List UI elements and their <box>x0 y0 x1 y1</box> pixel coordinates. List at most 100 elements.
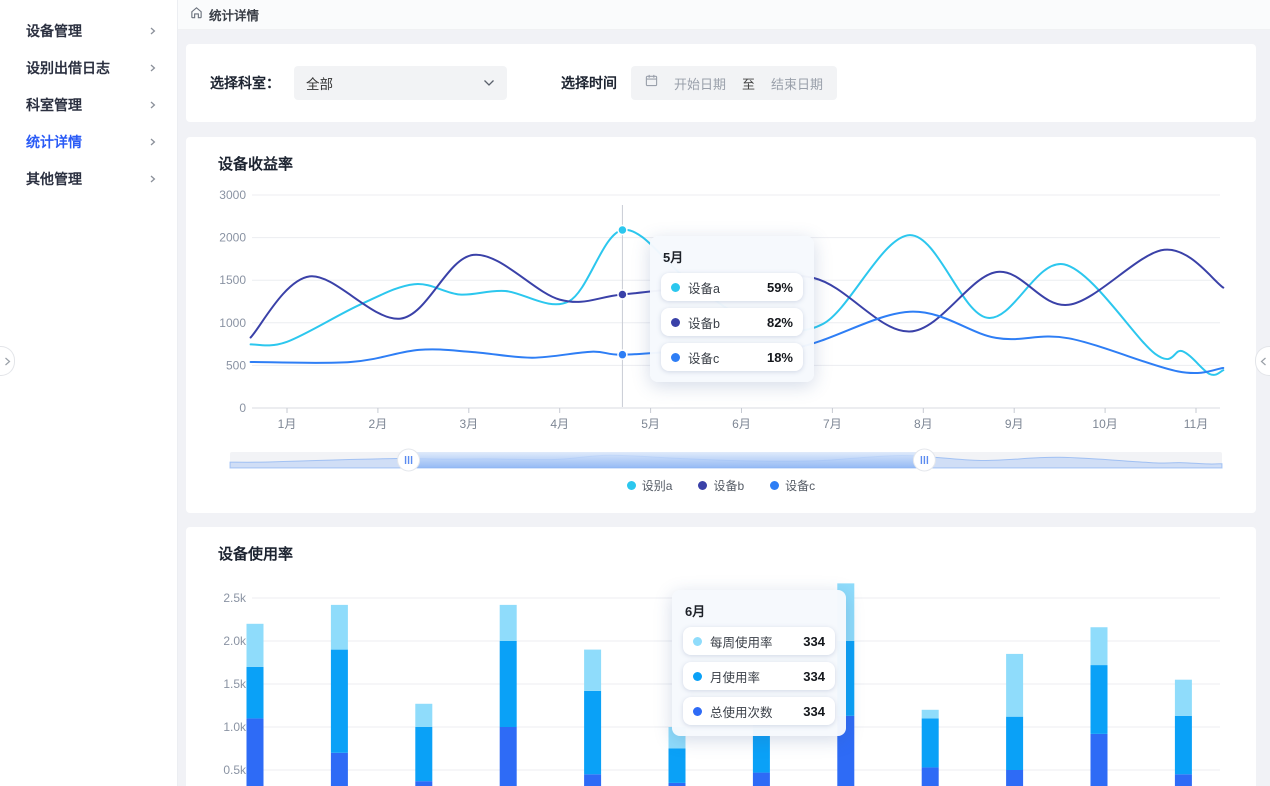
chevron-right-icon <box>150 27 156 34</box>
series-name: 月使用率 <box>710 670 761 685</box>
bar-segment[interactable] <box>415 703 433 727</box>
tooltip-title: 5月 <box>663 250 684 265</box>
bar-segment[interactable] <box>668 782 686 786</box>
legend-dot-icon <box>626 481 636 490</box>
bar-segment[interactable] <box>330 604 348 650</box>
bar-segment[interactable] <box>752 729 770 773</box>
legend-label: 设备b <box>713 479 745 493</box>
date-range-separator: 至 <box>742 76 756 92</box>
sidebar-menu: 设备管理 设别出借日志 科室管理 统计详情 其他管理 <box>0 12 177 197</box>
sidebar-item-label: 其他管理 <box>26 170 82 187</box>
revenue-chart-panel: 设备收益率 3000 2000 1500 1000 500 0 1月 2月 3月 4月 5月 6月 7月… <box>186 137 1256 513</box>
svg-text:0: 0 <box>239 401 246 415</box>
series-value: 334 <box>803 633 825 649</box>
svg-text:1.5k: 1.5k <box>223 677 247 691</box>
usage-chart-panel: 设备使用率 2.5k 2.0k 1.5k 1.0k 0.5k 6月 每周使用率 334 … <box>186 527 1256 786</box>
chevron-right-icon <box>150 175 156 182</box>
main-area: 统计详情 选择科室： 全部 选择时间 开始日期 至 结束日期 <box>178 0 1270 786</box>
series-dot-icon <box>693 671 702 681</box>
start-date-input[interactable]: 开始日期 <box>674 76 727 92</box>
series-value: 334 <box>803 668 825 684</box>
bar-segment[interactable] <box>584 774 602 786</box>
svg-text:7月: 7月 <box>823 417 842 431</box>
series-value: 18% <box>766 349 793 365</box>
end-date-input[interactable]: 结束日期 <box>771 76 824 92</box>
sidebar-item-3[interactable]: 统计详情 <box>0 123 177 160</box>
tooltip-row: 月使用率 334 <box>683 662 835 690</box>
bar-segment[interactable] <box>1006 653 1024 717</box>
bar-segment[interactable] <box>1174 679 1192 716</box>
svg-text:500: 500 <box>226 358 246 372</box>
series-name: 设备b <box>688 316 720 331</box>
legend-item-0[interactable]: 设别a <box>626 477 672 494</box>
sidebar-item-4[interactable]: 其他管理 <box>0 160 177 197</box>
series-value: 334 <box>803 703 825 719</box>
series-dot-icon <box>671 282 680 292</box>
svg-text:0.5k: 0.5k <box>223 763 247 777</box>
bar-segment[interactable] <box>921 709 939 719</box>
bar-segment[interactable] <box>246 666 264 719</box>
bar-segment[interactable] <box>1090 627 1108 666</box>
date-range-picker[interactable]: 开始日期 至 结束日期 <box>631 66 838 100</box>
sidebar-item-label: 科室管理 <box>26 96 82 113</box>
filter-panel: 选择科室： 全部 选择时间 开始日期 至 结束日期 <box>186 44 1256 122</box>
svg-text:9月: 9月 <box>1005 417 1024 431</box>
svg-text:2.5k: 2.5k <box>223 591 247 605</box>
bar-segment[interactable] <box>415 727 433 782</box>
chevron-right-icon <box>150 64 156 71</box>
bar-segment[interactable] <box>584 649 602 691</box>
bar-segment[interactable] <box>499 641 517 727</box>
bar-segment[interactable] <box>1006 716 1024 770</box>
sidebar-item-2[interactable]: 科室管理 <box>0 86 177 123</box>
series-dot-icon <box>693 706 702 716</box>
legend-item-1[interactable]: 设备b <box>698 477 744 494</box>
bar-segment[interactable] <box>1006 770 1024 786</box>
tooltip-row: 总使用次数 334 <box>683 697 835 725</box>
datazoom-handle-right[interactable] <box>912 448 936 472</box>
chevron-down-icon <box>483 74 495 92</box>
series-name: 总使用次数 <box>710 705 773 720</box>
bar-segment[interactable] <box>330 649 348 753</box>
series-name: 设备a <box>688 281 720 296</box>
sidebar-item-1[interactable]: 设别出借日志 <box>0 49 177 86</box>
svg-text:8月: 8月 <box>914 417 933 431</box>
bar-segment[interactable] <box>752 772 770 786</box>
svg-text:2000: 2000 <box>219 231 246 245</box>
svg-text:5月: 5月 <box>641 417 660 431</box>
tooltip-row: 设备b 82% <box>661 308 803 336</box>
usage-chart-title: 设备使用率 <box>218 546 294 563</box>
line-chart-legend: 设别a 设备b 设备c <box>186 477 1256 494</box>
sidebar-item-0[interactable]: 设备管理 <box>0 12 177 49</box>
department-select[interactable]: 全部 <box>294 66 507 100</box>
bar-segment[interactable] <box>499 604 517 641</box>
department-filter-label: 选择科室： <box>210 75 280 91</box>
series-dot-icon <box>671 352 680 362</box>
bar-segment[interactable] <box>1090 665 1108 734</box>
revenue-chart-title: 设备收益率 <box>218 156 294 173</box>
bar-segment[interactable] <box>415 781 433 786</box>
datazoom-handle-left[interactable] <box>397 448 421 472</box>
svg-text:2月: 2月 <box>369 417 388 431</box>
bar-segment[interactable] <box>668 748 686 783</box>
chevron-right-icon <box>4 357 10 365</box>
bar-segment[interactable] <box>584 690 602 775</box>
bar-segment[interactable] <box>1090 733 1108 786</box>
bar-segment[interactable] <box>330 752 348 786</box>
department-select-value: 全部 <box>306 77 333 92</box>
revenue-line-chart[interactable]: 3000 2000 1500 1000 500 0 1月 2月 3月 4月 5月 6月 7月 8月 9月 10… <box>186 137 1256 513</box>
legend-label: 设备c <box>785 479 816 493</box>
series-name: 设备c <box>688 351 720 366</box>
legend-item-2[interactable]: 设备c <box>770 477 815 494</box>
bar-segment[interactable] <box>246 623 264 667</box>
bar-segment[interactable] <box>921 718 939 768</box>
svg-text:1月: 1月 <box>278 417 297 431</box>
series-name: 每周使用率 <box>710 635 773 650</box>
bar-segment[interactable] <box>246 718 264 786</box>
breadcrumb[interactable]: 统计详情 <box>209 9 260 23</box>
series-dot-icon <box>671 317 680 327</box>
bar-segment[interactable] <box>921 767 939 786</box>
bar-segment[interactable] <box>499 727 517 786</box>
series-value: 82% <box>766 314 793 330</box>
bar-segment[interactable] <box>1174 715 1192 775</box>
bar-segment[interactable] <box>1174 774 1192 786</box>
